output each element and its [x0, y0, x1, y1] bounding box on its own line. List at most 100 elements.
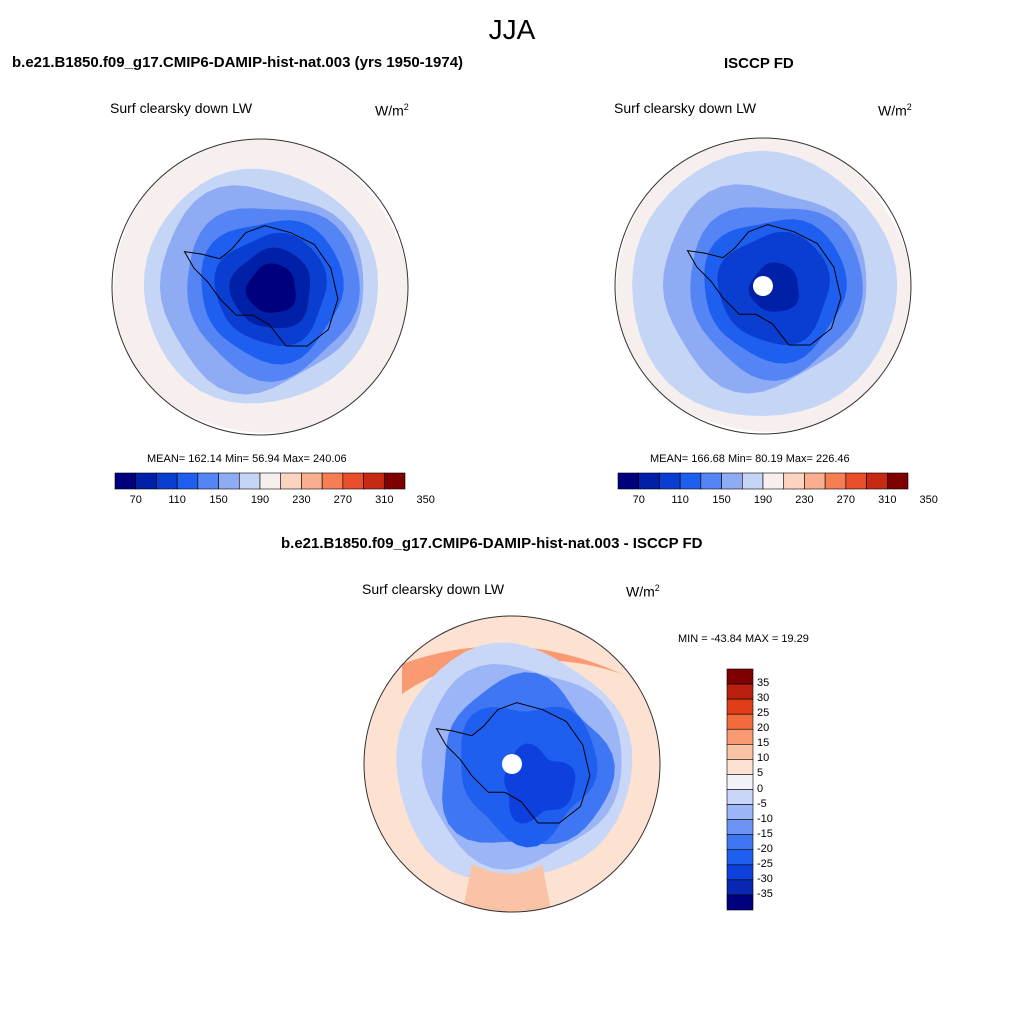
colorbar-box — [886, 472, 909, 490]
panel2-colorbar-labels: 70 110 150 190 230 270 310 350 — [618, 494, 938, 508]
colorbar-box — [726, 668, 754, 685]
colorbar-tick-label: 350 — [416, 494, 435, 506]
colorbar-tick-label: 150 — [712, 494, 731, 506]
colorbar-box — [726, 698, 754, 715]
colorbar-tick-label: 70 — [632, 494, 645, 506]
colorbar-box — [218, 472, 240, 490]
colorbar-tick-label: -10 — [757, 812, 773, 825]
colorbar-box — [726, 804, 754, 820]
coastline — [183, 225, 339, 347]
colorbar-tick-label: 350 — [919, 494, 938, 506]
colorbar-tick-label: 20 — [757, 722, 770, 735]
panel1-colorbar — [114, 472, 406, 490]
colorbar-box — [726, 683, 754, 700]
colorbar-tick-label: 30 — [757, 692, 770, 705]
colorbar-tick-label: 310 — [375, 494, 394, 506]
colorbar-box — [679, 472, 702, 490]
panel3-polar-map — [363, 615, 661, 913]
colorbar-tick-label: 230 — [292, 494, 311, 506]
colorbar-box — [638, 472, 660, 490]
colorbar-tick-label: 110 — [671, 494, 689, 506]
panel1-polar-map — [111, 138, 409, 436]
colorbar-box — [726, 789, 754, 805]
colorbar-tick-label: -25 — [757, 857, 773, 870]
map-border — [363, 615, 661, 913]
contour-band — [245, 263, 296, 313]
panel3-units: W/m2 — [626, 583, 660, 600]
colorbar-box — [156, 472, 178, 490]
colorbar-box — [762, 472, 785, 490]
coastline — [435, 702, 591, 824]
colorbar-tick-label: 35 — [757, 677, 770, 690]
panel3-stats: MIN = -43.84 MAX = 19.29 — [678, 633, 809, 645]
colorbar-box — [845, 472, 867, 490]
colorbar-box — [721, 472, 743, 490]
panel1-variable: Surf clearsky down LW — [110, 100, 253, 116]
colorbar-tick-label: 190 — [250, 494, 270, 506]
colorbar-box — [197, 472, 219, 490]
colorbar-box — [114, 472, 137, 490]
colorbar-box — [783, 472, 805, 490]
colorbar-tick-label: 25 — [757, 707, 770, 720]
colorbar-box — [726, 879, 754, 896]
polar-mask — [502, 754, 522, 774]
colorbar-box — [280, 472, 302, 490]
panel3-variable: Surf clearsky down LW — [362, 581, 505, 597]
colorbar-tick-label: -35 — [757, 887, 773, 900]
colorbar-box — [363, 472, 385, 490]
colorbar-box — [804, 472, 826, 490]
colorbar-box — [342, 472, 364, 490]
colorbar-box — [700, 472, 722, 490]
panel1-title: b.e21.B1850.f09_g17.CMIP6-DAMIP-hist-nat… — [12, 54, 464, 71]
season-title: JJA — [488, 14, 536, 45]
colorbar-tick-label: 230 — [795, 494, 814, 506]
panel3-title: b.e21.B1850.f09_g17.CMIP6-DAMIP-hist-nat… — [281, 535, 703, 552]
panel2-variable: Surf clearsky down LW — [614, 100, 757, 116]
colorbar-box — [741, 472, 764, 490]
colorbar-box — [726, 894, 754, 911]
colorbar-tick-label: 15 — [757, 737, 770, 750]
colorbar-box — [238, 472, 261, 490]
colorbar-box — [866, 472, 888, 490]
colorbar-tick-label: 190 — [753, 494, 773, 506]
colorbar-tick-label: -5 — [757, 797, 767, 810]
colorbar-box — [617, 472, 640, 490]
colorbar-tick-label: -20 — [757, 842, 773, 855]
colorbar-box — [301, 472, 323, 490]
panel2-stats: MEAN= 166.68 Min= 80.19 Max= 226.46 — [650, 453, 850, 465]
colorbar-box — [726, 774, 754, 790]
colorbar-box — [383, 472, 406, 490]
colorbar-box — [726, 849, 754, 866]
contour-band — [462, 864, 552, 912]
panel1-stats: MEAN= 162.14 Min= 56.94 Max= 240.06 — [147, 453, 347, 465]
colorbar-tick-label: 150 — [209, 494, 228, 506]
colorbar-tick-label: 270 — [333, 494, 353, 506]
colorbar-box — [726, 713, 754, 730]
panel1-colorbar-labels: 70 110 150 190 230 270 310 350 — [115, 494, 435, 508]
colorbar-tick-label: 5 — [757, 767, 764, 780]
panel2-title: ISCCP FD — [724, 55, 794, 72]
panel2-units: W/m2 — [878, 102, 912, 119]
colorbar-box — [726, 819, 754, 835]
colorbar-tick-label: -30 — [757, 872, 773, 885]
panel2-polar-map — [614, 137, 912, 435]
panel3-colorbar — [726, 668, 754, 911]
polar-mask — [753, 276, 773, 296]
colorbar-box — [176, 472, 199, 490]
colorbar-tick-label: 10 — [757, 752, 770, 765]
colorbar-tick-label: 110 — [168, 494, 186, 506]
map-border — [614, 137, 912, 435]
colorbar-tick-label: 270 — [836, 494, 856, 506]
colorbar-box — [135, 472, 157, 490]
colorbar-tick-label: -15 — [757, 827, 773, 840]
panel1-units: W/m2 — [375, 102, 409, 119]
colorbar-box — [726, 728, 754, 745]
colorbar-tick-label: 70 — [129, 494, 142, 506]
coastline — [686, 224, 842, 346]
colorbar-tick-label: 310 — [878, 494, 897, 506]
colorbar-box — [726, 759, 754, 775]
colorbar-box — [321, 472, 344, 490]
colorbar-box — [659, 472, 681, 490]
contour-band — [748, 262, 799, 312]
panel3-colorbar-labels: 35 30 25 20 15 10 5 0 -5 -10 -15 -20 -25 -30 -35 — [757, 669, 797, 910]
